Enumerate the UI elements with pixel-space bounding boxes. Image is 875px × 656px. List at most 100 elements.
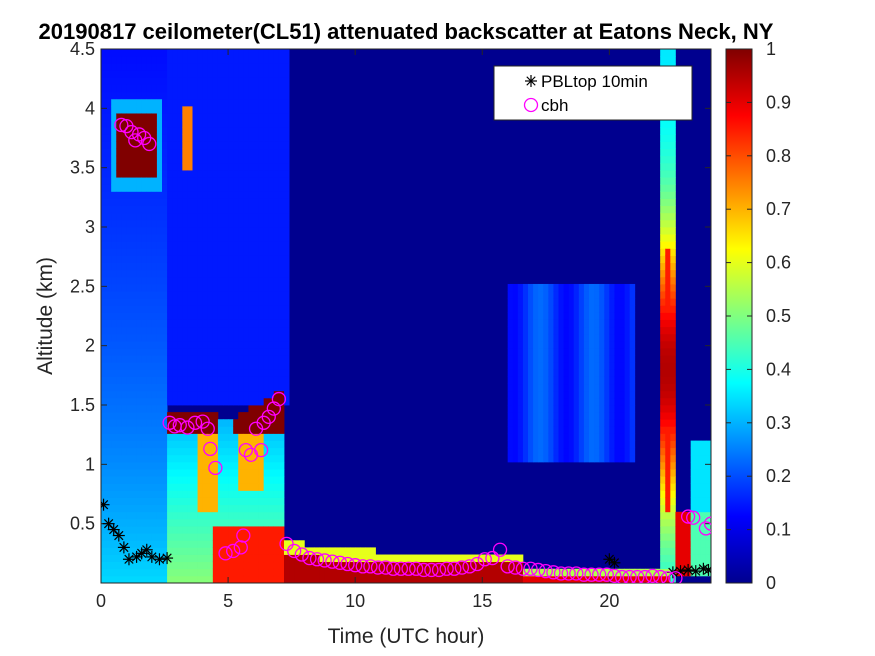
heatmap-cell xyxy=(253,262,259,271)
heatmap-cell xyxy=(141,561,148,570)
heatmap-cell xyxy=(151,105,158,114)
heatmap-cell xyxy=(589,376,595,385)
heatmap-cell xyxy=(238,127,244,135)
heatmap-cell xyxy=(131,497,137,506)
heatmap-cell xyxy=(258,269,265,278)
heatmap-cell xyxy=(558,298,564,306)
heatmap-cell xyxy=(192,170,198,178)
heatmap-cell xyxy=(528,333,534,342)
heatmap-cell xyxy=(665,234,671,242)
heatmap-cell xyxy=(116,412,122,420)
heatmap-cell xyxy=(533,454,539,463)
heatmap-cell xyxy=(207,70,214,78)
cbh-marker xyxy=(279,536,294,551)
heatmap-cell xyxy=(517,561,524,570)
heatmap-cell xyxy=(182,155,188,164)
heatmap-cell xyxy=(162,326,168,335)
heatmap-cell xyxy=(294,561,300,570)
heatmap-cell xyxy=(141,518,148,527)
heatmap-cell xyxy=(151,248,158,256)
heatmap-cell xyxy=(334,568,341,577)
heatmap-cell xyxy=(670,497,676,506)
heatmap-cell xyxy=(217,561,224,570)
heatmap-cell xyxy=(278,533,285,541)
heatmap-cell xyxy=(309,547,315,555)
heatmap-cell xyxy=(197,255,204,263)
heatmap-cell xyxy=(111,312,117,320)
heatmap-cell xyxy=(711,505,716,513)
heatmap-cell xyxy=(197,91,204,100)
heatmap-cell xyxy=(589,305,595,313)
heatmap-cell xyxy=(228,575,234,583)
heatmap-cell xyxy=(517,333,524,342)
heatmap-cell xyxy=(599,405,605,413)
heatmap-cell xyxy=(558,568,564,577)
heatmap-cell xyxy=(187,319,193,328)
heatmap-cell xyxy=(248,191,254,199)
heatmap-cell xyxy=(589,333,595,342)
heatmap-cell xyxy=(146,205,153,214)
heatmap-cell xyxy=(101,227,107,235)
heatmap-cell xyxy=(670,298,676,306)
heatmap-cell xyxy=(278,362,285,370)
heatmap-cell xyxy=(106,155,112,164)
heatmap-cell xyxy=(558,319,564,328)
heatmap-cell xyxy=(660,355,666,363)
heatmap-cell xyxy=(177,141,183,150)
heatmap-cell xyxy=(665,426,671,434)
y-tick-label: 4.5 xyxy=(70,39,95,59)
heatmap-cell xyxy=(665,362,671,370)
heatmap-cell xyxy=(202,369,209,377)
heatmap-cell xyxy=(522,376,529,385)
heatmap-cell xyxy=(548,397,554,406)
heatmap-cell xyxy=(101,511,107,520)
heatmap-cell xyxy=(517,454,524,463)
heatmap-cell xyxy=(263,305,270,313)
heatmap-cell xyxy=(278,198,285,207)
heatmap-cell xyxy=(151,141,158,150)
heatmap-cell xyxy=(705,547,711,555)
heatmap-cell xyxy=(629,412,636,420)
heatmap-cell xyxy=(192,419,198,427)
heatmap-cell xyxy=(217,177,224,185)
heatmap-cell xyxy=(228,91,234,100)
heatmap-cell xyxy=(619,440,625,449)
heatmap-cell xyxy=(141,98,148,107)
heatmap-cell xyxy=(131,561,137,570)
heatmap-cell xyxy=(212,248,219,256)
heatmap-cell xyxy=(248,533,254,541)
heatmap-cell xyxy=(594,340,600,349)
heatmap-cell xyxy=(223,426,229,434)
heatmap-cell xyxy=(609,426,615,434)
heatmap-cell xyxy=(121,276,127,285)
heatmap-cell xyxy=(665,504,671,513)
heatmap-cell xyxy=(238,113,244,121)
heatmap-cell xyxy=(167,105,173,114)
heatmap-cell xyxy=(141,348,148,356)
heatmap-cell xyxy=(238,326,244,335)
heatmap-cell xyxy=(172,333,178,342)
heatmap-cell xyxy=(238,383,244,392)
heatmap-cell xyxy=(167,91,173,100)
heatmap-cell xyxy=(162,63,168,71)
heatmap-cell xyxy=(238,262,244,271)
heatmap-cell xyxy=(202,397,209,406)
heatmap-cell xyxy=(624,390,631,399)
heatmap-cell xyxy=(263,91,270,100)
heatmap-cell xyxy=(558,447,564,456)
heatmap-cell xyxy=(167,504,173,513)
heatmap-cell xyxy=(670,504,676,513)
heatmap-cell xyxy=(243,333,249,342)
heatmap-cell xyxy=(390,554,397,563)
heatmap-cell xyxy=(121,405,127,413)
heatmap-cell xyxy=(223,383,229,392)
heatmap-cell xyxy=(553,447,559,456)
heatmap-cell xyxy=(705,490,711,498)
heatmap-cell xyxy=(106,191,112,199)
heatmap-cell xyxy=(365,575,371,583)
heatmap-cell xyxy=(126,497,132,506)
heatmap-cell xyxy=(517,291,524,299)
heatmap-cell xyxy=(212,497,219,506)
heatmap-cell xyxy=(594,283,600,292)
heatmap-cell xyxy=(253,63,259,71)
